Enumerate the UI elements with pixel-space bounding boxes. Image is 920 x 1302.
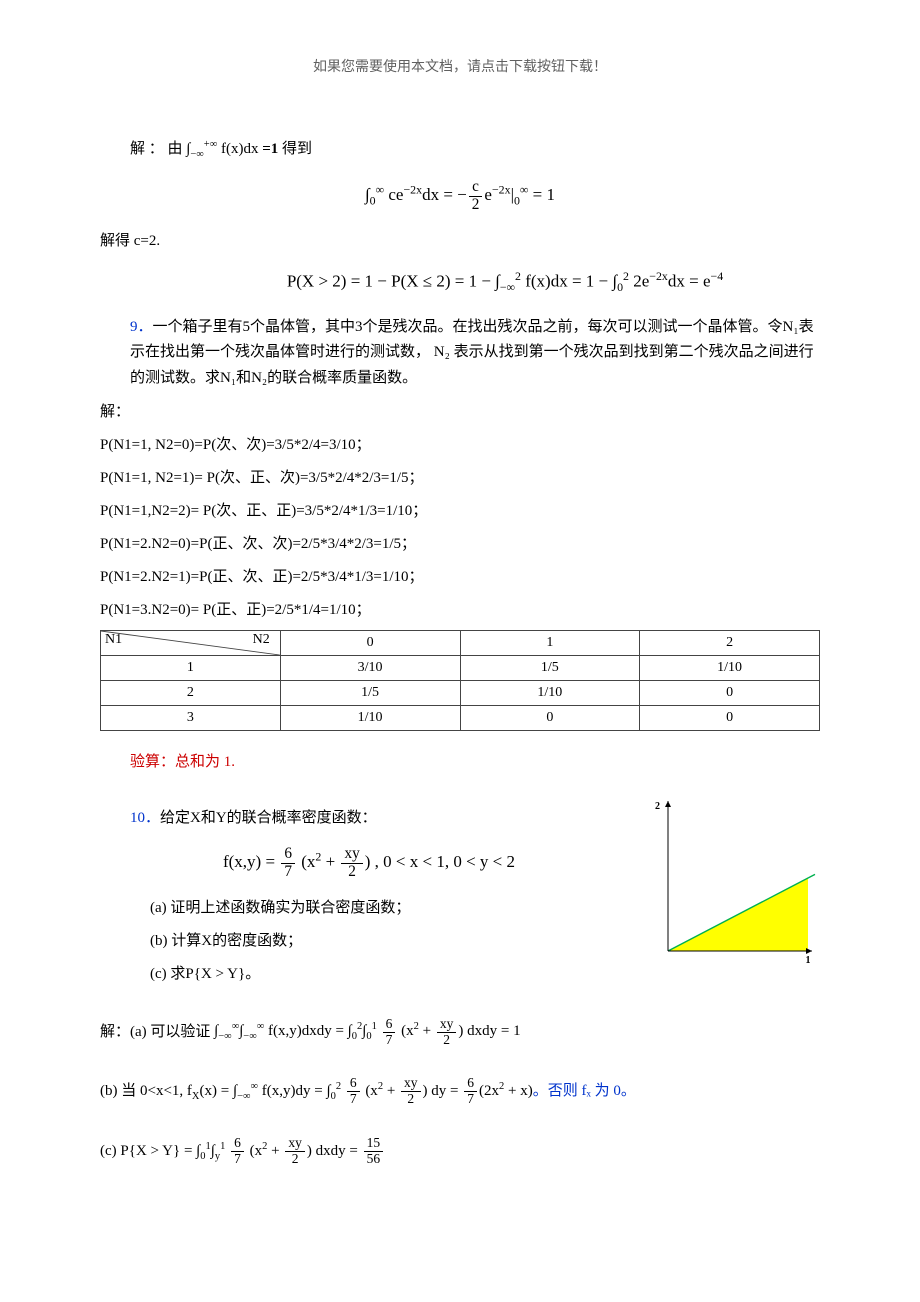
prob10-formula: f(x,y) = 67 (x2 + xy2) , 0 < x < 1, 0 < … — [100, 846, 638, 881]
problem-number: 10． — [130, 810, 160, 826]
sol10-a: 解：(a) 可以验证 ∫−∞∞∫−∞∞ f(x,y)dxdy = ∫02∫01 … — [100, 1017, 820, 1048]
sol9-line: P(N1=1, N2=1)= P(次、正、次)=3/5*2/4*2/3=1/5； — [100, 465, 820, 492]
sol8-display1: ∫0∞ ce−2xdx = −c2e−2x|0∞ = 1 — [100, 179, 820, 214]
col-header: 1 — [460, 631, 640, 656]
table-row: 13/101/51/10 — [101, 656, 820, 681]
table-cell: 1/5 — [280, 681, 460, 706]
problem-number: 9． — [130, 319, 153, 335]
table-corner: N1 N2 — [101, 631, 281, 656]
problem-text: 一个箱子里有5个晶体管，其中3个是残次品。在找出残次品之前，每次可以测试一个晶体… — [130, 319, 814, 386]
text: 得到 — [282, 141, 312, 157]
chart-svg: 12 — [650, 799, 820, 969]
svg-text:1: 1 — [806, 955, 811, 966]
pmf-table: N1 N2 0 1 2 13/101/51/1021/51/10031/1000 — [100, 630, 820, 731]
sol8-display2: P(X > 2) = 1 − P(X ≤ 2) = 1 − ∫−∞2 f(x)d… — [190, 269, 820, 295]
row-header: 1 — [101, 656, 281, 681]
table-cell: 1/10 — [280, 706, 460, 731]
row-header: 3 — [101, 706, 281, 731]
table-cell: 3/10 — [280, 656, 460, 681]
table-cell: 1/5 — [460, 656, 640, 681]
sol9-line: 解： — [100, 399, 820, 426]
prob10-c: (c) 求P{X > Y}。 — [150, 961, 638, 988]
prefix: (b) 当 0<x<1, — [100, 1083, 187, 1099]
math: ∫−∞+∞ f(x)dx — [186, 141, 258, 157]
region-chart: 12 — [650, 799, 820, 969]
math: P{X > Y} = ∫01∫y1 67 (x2 + xy2) dxdy = 1… — [120, 1143, 385, 1159]
sol8-line1: 解 ： 由 ∫−∞+∞ f(x)dx =1 得到 — [130, 136, 820, 165]
prob10-b: (b) 计算X的密度函数； — [150, 928, 638, 955]
sol9-line: P(N1=2.N2=1)=P(正、次、正)=2/5*3/4*1/3=1/10； — [100, 564, 820, 591]
table-cell: 1/10 — [640, 656, 820, 681]
table-row: 31/1000 — [101, 706, 820, 731]
sol9-line: P(N1=2.N2=0)=P(正、次、次)=2/5*3/4*2/3=1/5； — [100, 531, 820, 558]
sol9-line: P(N1=3.N2=0)= P(正、正)=2/5*1/4=1/10； — [100, 597, 820, 624]
intro-text: 给定X和Y的联合概率密度函数： — [160, 810, 377, 826]
sol9-lines: 解： P(N1=1, N2=0)=P(次、次)=3/5*2/4=3/10； P(N1… — [100, 399, 820, 624]
problem-9: 9．一个箱子里有5个晶体管，其中3个是残次品。在找出残次品之前，每次可以测试一个… — [130, 315, 820, 392]
table-cell: 0 — [460, 706, 640, 731]
math: fX(x) = ∫−∞∞ f(x,y)dy = ∫02 67 (x2 + xy2… — [187, 1083, 533, 1099]
page: 如果您需要使用本文档，请点击下载按钮下载！ 解 ： 由 ∫−∞+∞ f(x)dx… — [0, 0, 920, 1302]
col-header: 2 — [640, 631, 820, 656]
problem-10-intro: 10．给定X和Y的联合概率密度函数： — [130, 805, 638, 832]
table-cell: 0 — [640, 681, 820, 706]
corner-n1: N1 — [105, 632, 122, 648]
sol9-line: P(N1=1,N2=2)= P(次、正、正)=3/5*2/4*1/3=1/10； — [100, 498, 820, 525]
sol9-line: P(N1=1, N2=0)=P(次、次)=3/5*2/4=3/10； — [100, 432, 820, 459]
row-header: 2 — [101, 681, 281, 706]
prob10-a: (a) 证明上述函数确实为联合密度函数； — [150, 895, 638, 922]
sol9-check: 验算：总和为 1. — [130, 749, 820, 776]
svg-text:2: 2 — [655, 801, 660, 812]
table-cell: 1/10 — [460, 681, 640, 706]
col-header: 0 — [280, 631, 460, 656]
note: 。否则 fₓ 为 0。 — [533, 1083, 636, 1099]
corner-n2: N2 — [253, 632, 270, 648]
table-cell: 0 — [640, 706, 820, 731]
sol8-line2: 解得 c=2. — [100, 228, 820, 255]
text: 解 ： 由 — [130, 141, 186, 157]
eq: =1 — [262, 141, 278, 157]
header-note: 如果您需要使用本文档，请点击下载按钮下载！ — [100, 56, 820, 76]
prefix: (c) — [100, 1143, 120, 1159]
math: ∫−∞∞∫−∞∞ f(x,y)dxdy = ∫02∫01 67 (x2 + xy… — [214, 1023, 520, 1039]
prefix: 解：(a) 可以验证 — [100, 1023, 214, 1039]
sol10-c: (c) P{X > Y} = ∫01∫y1 67 (x2 + xy2) dxdy… — [100, 1136, 820, 1167]
sol10-b: (b) 当 0<x<1, fX(x) = ∫−∞∞ f(x,y)dy = ∫02… — [100, 1076, 820, 1107]
table-row: 21/51/100 — [101, 681, 820, 706]
